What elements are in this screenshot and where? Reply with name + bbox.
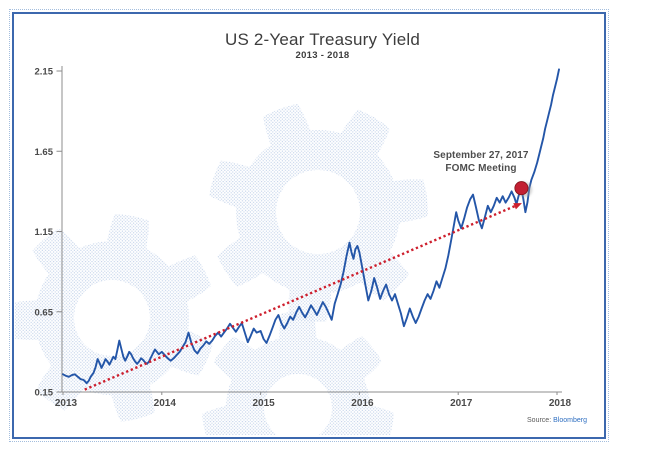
- x-tick-label: 2016: [351, 398, 374, 409]
- x-tick-label: 2015: [252, 398, 275, 409]
- fomc-annotation: September 27, 2017 FOMC Meeting: [397, 150, 565, 175]
- fomc-event-dot: [514, 181, 529, 196]
- x-tick-label: 2014: [154, 398, 177, 409]
- fomc-annotation-line1: September 27, 2017: [433, 150, 529, 161]
- chart-frame: [12, 12, 606, 439]
- source-name: Bloomberg: [553, 417, 587, 424]
- x-tick-label: 2017: [450, 398, 473, 409]
- y-tick-label: 0.65: [35, 307, 54, 318]
- x-tick-label: 2013: [55, 398, 78, 409]
- x-tick-label: 2018: [549, 398, 572, 409]
- y-tick-label: 2.15: [35, 67, 54, 78]
- chart-subtitle: 2013 - 2018: [295, 50, 350, 61]
- source-label: Source:: [527, 417, 552, 424]
- gears-watermark-icon: [15, 103, 428, 435]
- trend-arrow-icon: [513, 203, 522, 210]
- yield-line: [62, 68, 560, 385]
- source-credit: Source: Bloomberg: [527, 417, 587, 424]
- fomc-annotation-line2: FOMC Meeting: [445, 162, 517, 174]
- gear-icon: [15, 214, 213, 422]
- gear-icon: [202, 312, 394, 435]
- trend-line: [84, 204, 516, 391]
- gear-icon: [209, 103, 428, 323]
- y-tick-label: 0.15: [35, 388, 54, 399]
- y-tick-label: 1.65: [35, 147, 54, 158]
- outer-dotted-border: [9, 9, 609, 442]
- y-tick-label: 1.15: [35, 227, 54, 238]
- chart-title: US 2-Year Treasury Yield: [224, 30, 421, 49]
